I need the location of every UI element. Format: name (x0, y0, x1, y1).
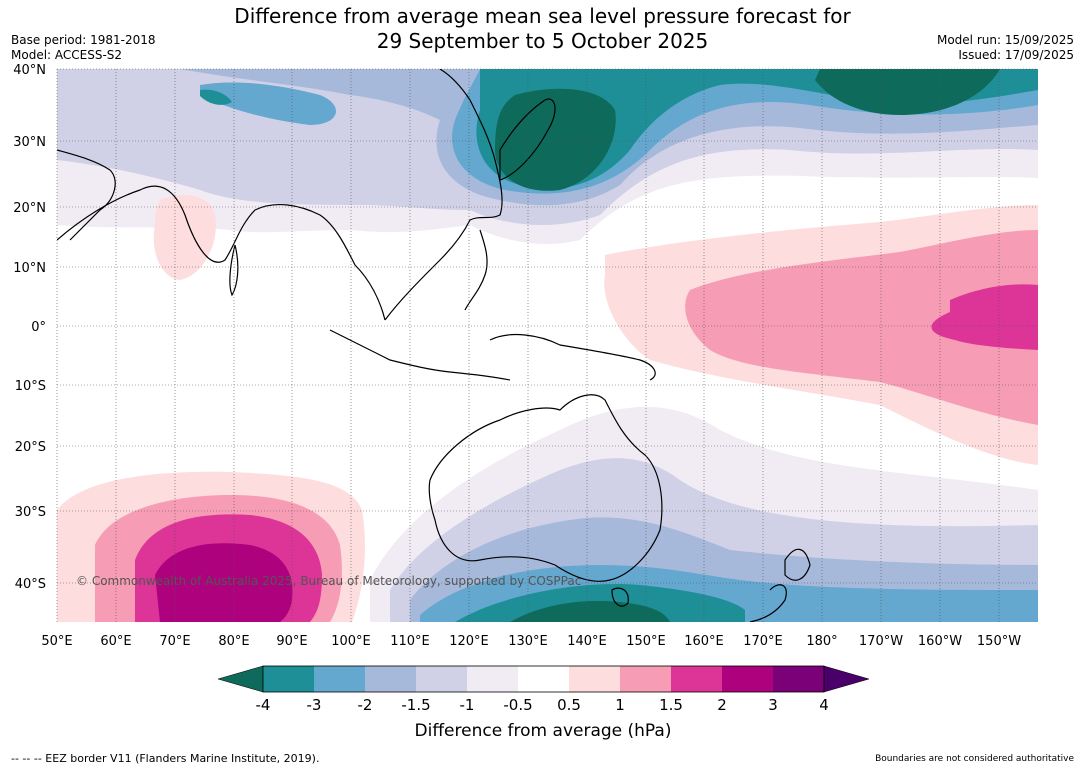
meta-left: Base period: 1981-2018 Model: ACCESS-S2 (11, 33, 156, 63)
positive-anomaly-india (153, 195, 216, 280)
graticule (56, 68, 1038, 622)
lon-label-50e: 50°E (41, 634, 72, 649)
negative-anomaly-south (370, 406, 1038, 622)
colorbar-tick-label: -1.5 (401, 696, 430, 714)
coast-tasmania (611, 587, 629, 607)
positive-anomaly-pacific (604, 205, 1038, 465)
colorbar-swatch-10 (722, 666, 773, 692)
coast-arabia (57, 149, 116, 241)
lon-label-90e: 90°E (276, 634, 307, 649)
colorbar-swatch-2 (314, 666, 365, 692)
lon-label-60e: 60°E (100, 634, 131, 649)
coast-new-guinea (489, 334, 656, 381)
lat-label-30s: 30°S (15, 505, 46, 520)
colorbar-swatch-9 (671, 666, 722, 692)
lon-label-100e: 100°E (331, 634, 371, 649)
latitude-labels: 40°N 30°N 20°N 10°N 0° 10°S 20°S 30°S 40… (13, 63, 46, 592)
colorbar-swatch-6 (518, 666, 569, 692)
colorbar-high-extend (823, 665, 870, 693)
colorbar-title: Difference from average (hPa) (415, 721, 672, 741)
lat-label-10s: 10°S (15, 379, 46, 394)
lon-label-150e: 150°E (626, 634, 666, 649)
lon-label-80e: 80°E (218, 634, 249, 649)
positive-anomaly-south-indian (57, 471, 365, 622)
colorbar-tick-label: 1 (615, 696, 625, 714)
lon-label-160w: 160°W (918, 634, 962, 649)
colorbar-swatch-4 (416, 666, 467, 692)
coast-australia (428, 394, 663, 582)
colorbar-swatch-5 (467, 666, 518, 692)
colorbar-tick-label: 0.5 (557, 696, 581, 714)
lat-label-20s: 20°S (15, 440, 46, 455)
lon-label-170e: 170°E (743, 634, 783, 649)
base-period: Base period: 1981-2018 (11, 33, 156, 47)
colorbar-tick-label: -3 (307, 696, 322, 714)
eez-note: -- -- -- EEZ border V11 (Flanders Marine… (11, 752, 320, 765)
coast-indonesia (329, 329, 511, 381)
map-panel (56, 68, 1038, 622)
negative-anomaly-north (57, 69, 1038, 245)
colorbar-tick-label: 1.5 (659, 696, 683, 714)
coast-south-asia (57, 185, 386, 321)
lat-label-0: 0° (31, 320, 46, 335)
lon-label-160e: 160°E (684, 634, 724, 649)
colorbar-swatch-1 (263, 666, 314, 692)
lon-label-140e: 140°E (567, 634, 607, 649)
colorbar-tick-label: 3 (768, 696, 778, 714)
coast-sri-lanka (229, 244, 239, 297)
lon-label-150w: 150°W (977, 634, 1021, 649)
lon-label-70e: 70°E (159, 634, 190, 649)
colorbar-swatch-3 (365, 666, 416, 692)
chart-title: Difference from average mean sea level p… (0, 4, 1085, 54)
model-run: Model run: 15/09/2025 (936, 33, 1074, 47)
coast-new-zealand (749, 548, 811, 622)
model-name: Model: ACCESS-S2 (11, 48, 123, 62)
lat-label-20n: 20°N (13, 201, 46, 216)
coast-japan (499, 98, 556, 181)
colorbar-low-extend (217, 665, 264, 693)
lon-label-120e: 120°E (449, 634, 489, 649)
lon-label-170w: 170°W (859, 634, 903, 649)
boundaries-note: Boundaries are not considered authoritat… (875, 754, 1074, 764)
colorbar-tick-label: -1 (460, 696, 475, 714)
colorbar-swatch-7 (569, 666, 620, 692)
coastlines (57, 69, 811, 622)
lat-label-40n: 40°N (13, 63, 46, 78)
title-line-1: Difference from average mean sea level p… (234, 4, 851, 28)
meta-right: Model run: 15/09/2025 Issued: 17/09/2025 (937, 33, 1074, 63)
colorbar-swatch-8 (620, 666, 671, 692)
copyright-notice: © Commonwealth of Australia 2025, Bureau… (76, 574, 582, 588)
lon-label-180: 180° (806, 634, 837, 649)
lat-label-30n: 30°N (13, 135, 46, 150)
coast-philippines (464, 229, 488, 311)
colorbar: -4 -3 -2 -1.5 -1 -0.5 0.5 1 1.5 2 3 4 Di… (217, 665, 870, 741)
colorbar-tick-label: 4 (819, 696, 829, 714)
longitude-labels: 50°E 60°E 70°E 80°E 90°E 100°E 110°E 120… (41, 634, 1021, 649)
coast-east-asia (384, 69, 503, 321)
colorbar-tick-label: 2 (717, 696, 727, 714)
issued-date: Issued: 17/09/2025 (958, 48, 1074, 62)
colorbar-swatch-11 (773, 666, 824, 692)
colorbar-tick-label: -4 (256, 696, 271, 714)
lon-label-110e: 110°E (390, 634, 430, 649)
lon-label-130e: 130°E (508, 634, 548, 649)
lat-label-40s: 40°S (15, 577, 46, 592)
colorbar-outline (262, 665, 825, 693)
lat-label-10n: 10°N (13, 261, 46, 276)
colorbar-tick-label: -0.5 (503, 696, 532, 714)
title-line-2: 29 September to 5 October 2025 (376, 29, 709, 53)
colorbar-tick-label: -2 (358, 696, 373, 714)
pressure-anomaly-fields (57, 69, 1038, 622)
